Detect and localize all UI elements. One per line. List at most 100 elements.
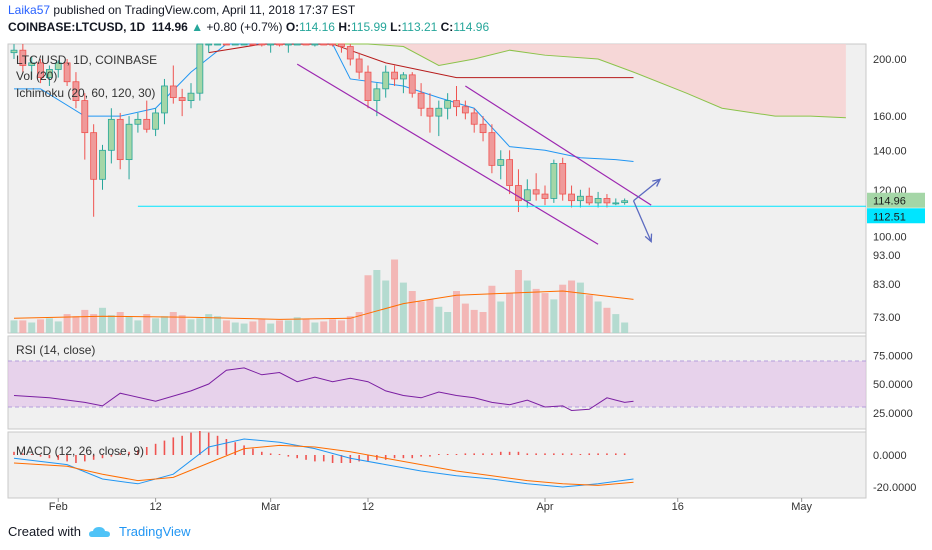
volume-bar — [576, 282, 584, 333]
volume-bar — [444, 312, 452, 333]
volume-bar — [19, 320, 27, 333]
author-link[interactable]: Laika57 — [8, 3, 51, 17]
cloud-span-b — [332, 43, 846, 119]
volume-bar — [160, 316, 168, 333]
rsi-series — [8, 360, 866, 411]
candle-body — [54, 62, 62, 70]
cloud-fill — [332, 44, 846, 118]
volume-bar — [621, 322, 629, 333]
volume-bar — [284, 320, 292, 333]
volume-bar — [594, 301, 602, 333]
candle-body — [214, 43, 221, 46]
candle-body — [284, 43, 292, 46]
low-value: 113.21 — [401, 20, 438, 34]
high-label: H: — [338, 20, 351, 34]
candle-body — [612, 202, 620, 205]
channel-upper-line — [465, 85, 652, 206]
candle-body — [99, 149, 106, 180]
candle-body — [329, 43, 337, 46]
volume-bar — [514, 270, 522, 333]
candle-body — [417, 92, 425, 109]
candle-body — [568, 193, 575, 202]
candle-body — [515, 185, 522, 202]
last-price: 114.96 — [151, 20, 188, 34]
candle-body — [72, 81, 80, 102]
legend-main: LTC/USD, 1D, COINBASE — [16, 53, 157, 67]
legend-macd: MACD (12, 26, close, 9) — [16, 444, 144, 458]
candle-body — [107, 118, 115, 151]
volume-bar — [346, 316, 354, 333]
down-arrow — [632, 200, 652, 242]
up-triangle-icon: ▲ — [191, 20, 204, 34]
last-price-label: 114.96 — [873, 196, 906, 208]
time-tick-label: May — [791, 501, 812, 513]
volume-ma-line — [13, 290, 634, 320]
candle-body — [541, 193, 549, 199]
time-tick-label: Apr — [536, 501, 553, 513]
candle-body — [240, 43, 248, 46]
volume-bar — [28, 322, 36, 333]
volume-bar — [453, 291, 460, 333]
candle-body — [373, 88, 381, 102]
price-tick-label: 83.00 — [873, 279, 901, 291]
volume-bar — [550, 299, 558, 333]
open-label: O: — [285, 20, 300, 34]
high-value: 115.99 — [351, 20, 387, 34]
volume-bar — [214, 316, 222, 333]
rsi-line — [13, 367, 634, 411]
candle-body — [391, 71, 398, 80]
volume-bar — [143, 314, 151, 333]
time-tick-label: 12 — [149, 501, 161, 513]
drawings — [137, 63, 866, 245]
volume-bar — [134, 320, 142, 333]
volume-bar — [532, 288, 540, 333]
publish-info: published on TradingView.com, April 11, … — [53, 3, 356, 17]
candle-body — [470, 112, 478, 125]
price-tick-label: 160.00 — [873, 111, 907, 123]
price-tick-label: 93.00 — [873, 250, 901, 262]
legend-rsi: RSI (14, close) — [16, 343, 95, 357]
candle-body — [196, 43, 204, 94]
candle-body — [577, 195, 584, 202]
candle-body — [302, 43, 310, 46]
candle-body — [125, 123, 133, 161]
publish-line: Laika57 published on TradingView.com, Ap… — [8, 2, 928, 19]
time-tick-label: Mar — [261, 501, 280, 513]
volume-bar — [72, 316, 80, 333]
price-tick-label: 73.00 — [873, 312, 901, 324]
volume-bar — [311, 322, 319, 333]
tradingview-brand[interactable]: TradingView — [118, 524, 191, 539]
volume-bar — [10, 320, 18, 333]
up-arrow-head — [652, 178, 662, 187]
ichimoku-cloud — [332, 43, 846, 119]
candle-body — [479, 123, 487, 134]
volume-bar — [293, 317, 301, 333]
volume-bar — [231, 322, 239, 333]
down-arrow-head — [644, 233, 653, 243]
candle-body — [453, 100, 460, 108]
symbol-label: COINBASE:LTCUSD, 1D — [8, 20, 146, 34]
time-tick-label: 12 — [362, 501, 374, 513]
up-arrow — [633, 178, 661, 202]
close-label: C: — [440, 20, 454, 34]
macd-pane[interactable] — [7, 431, 867, 499]
volume-bar — [488, 285, 496, 333]
volume-bar — [408, 291, 416, 333]
legend-ichimoku: Ichimoku (20, 60, 120, 30) — [16, 86, 155, 100]
price-tick-label: 100.00 — [873, 231, 907, 243]
volume-bar — [240, 323, 248, 333]
candle-body — [550, 163, 558, 199]
volume-bar — [417, 301, 425, 333]
volume-bar — [506, 293, 514, 333]
candles — [10, 43, 629, 217]
volume-bar — [205, 314, 213, 333]
candle-body — [559, 163, 567, 195]
volume-bar — [178, 315, 186, 333]
volume-bar — [382, 280, 390, 333]
volume-bars — [10, 259, 634, 333]
time-tick-label: 16 — [672, 501, 684, 513]
candle-body — [276, 43, 283, 46]
chart-header: Laika57 published on TradingView.com, Ap… — [8, 2, 928, 38]
chart-area[interactable]: 200.00160.00140.00120.00100.0093.0083.00… — [0, 40, 932, 518]
candle-body — [258, 43, 266, 46]
